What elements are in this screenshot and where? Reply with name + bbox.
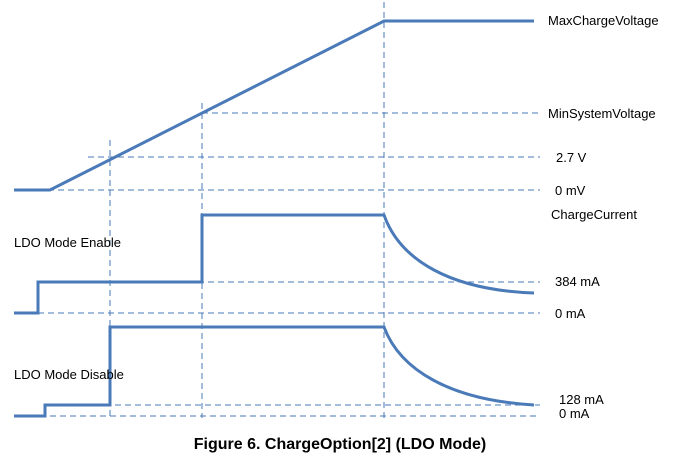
label-charge-current: ChargeCurrent [551,207,637,222]
label-max-charge-voltage: MaxChargeVoltage [548,13,659,28]
label-384ma: 384 mA [555,274,600,289]
label-0ma-disable: 0 mA [559,406,590,421]
voltage-waveform [14,19,534,192]
label-2-7v: 2.7 V [556,150,587,165]
label-min-system-voltage: MinSystemVoltage [548,106,656,121]
figure-caption: Figure 6. ChargeOption[2] (LDO Mode) [194,436,486,453]
label-0mv: 0 mV [555,183,586,198]
ldo-enable-title: LDO Mode Enable [14,235,121,250]
ldo-enable-current-waveform [14,213,535,315]
label-0ma-enable: 0 mA [555,306,586,321]
label-128ma: 128 mA [559,392,604,407]
ldo-disable-title: LDO Mode Disable [14,367,124,382]
ldo-disable-current-waveform [14,325,535,418]
